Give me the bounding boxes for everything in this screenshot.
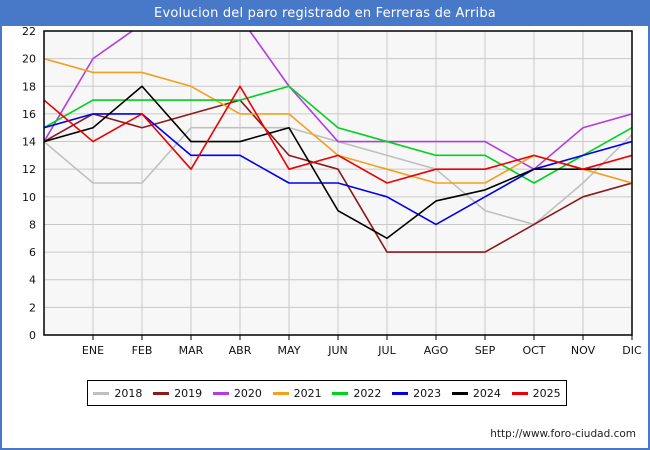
y-axis-tick-label: 14 bbox=[22, 136, 36, 149]
plot-area-wrapper: 0 2 4 6 8 10 12 14 16 18 20 22 ENE FEB MAR ABR MAY JUN JU… bbox=[2, 26, 648, 356]
window-title-bar: Evolucion del paro registrado en Ferrera… bbox=[2, 2, 648, 26]
legend-item-2023[interactable]: 2023 bbox=[392, 387, 441, 400]
x-axis-tick-label: NOV bbox=[571, 344, 596, 356]
series-line-2024 bbox=[44, 85, 632, 240]
legend-color-swatch-2020 bbox=[212, 391, 229, 395]
legend-item-2020[interactable]: 2020 bbox=[212, 386, 262, 400]
x-axis-tick-label: AGO bbox=[424, 344, 449, 356]
y-axis-tick-label: 18 bbox=[22, 80, 36, 93]
y-axis-tick-label: 8 bbox=[29, 218, 36, 231]
legend-label: 2022 bbox=[353, 386, 382, 400]
series-line-2022 bbox=[44, 85, 632, 184]
legend-label: 2021 bbox=[293, 386, 322, 400]
legend-label: 2018 bbox=[114, 386, 143, 400]
page-title: Evolucion del paro registrado en Ferrera… bbox=[154, 6, 496, 21]
y-axis-tick-label: 2 bbox=[29, 301, 36, 314]
series-line-2018 bbox=[44, 126, 632, 226]
y-axis-tick-label: 4 bbox=[29, 274, 36, 287]
legend-color-swatch-2025 bbox=[511, 391, 528, 395]
x-axis-tick-label: JUL bbox=[377, 344, 396, 356]
legend-color-swatch-2023 bbox=[392, 391, 409, 395]
watermark-url: http://www.foro-ciudad.com bbox=[490, 428, 636, 440]
data-series-layer bbox=[44, 31, 632, 253]
x-axis-tick-label: MAY bbox=[278, 344, 301, 356]
x-axis-tick-label: MAR bbox=[179, 344, 204, 356]
series-line-2023 bbox=[44, 113, 632, 226]
y-axis-tick-labels: 0 2 4 6 8 10 12 14 16 18 20 22 bbox=[22, 26, 36, 342]
legend-color-swatch-2022 bbox=[332, 391, 349, 395]
legend-label: 2019 bbox=[174, 386, 203, 400]
legend-item-2022[interactable]: 2022 bbox=[332, 387, 381, 400]
series-line-2019 bbox=[44, 99, 632, 253]
y-axis-tick-label: 12 bbox=[22, 163, 36, 176]
legend-color-swatch-2019 bbox=[153, 391, 170, 395]
axis-lines bbox=[43, 30, 633, 336]
x-axis-tick-label: ENE bbox=[82, 344, 104, 356]
x-axis-tick-label: FEB bbox=[132, 344, 153, 356]
y-axis-tick-label: 20 bbox=[22, 53, 36, 66]
legend-label: 2020 bbox=[233, 386, 262, 400]
x-axis-tick-label: JUN bbox=[327, 344, 348, 356]
y-axis-tick-label: 6 bbox=[29, 246, 36, 259]
legend-item-2024[interactable]: 2024 bbox=[451, 386, 501, 400]
chart-legend: 2018 2019 2020 2021 2022 2023 2024 2025 bbox=[87, 380, 567, 406]
x-axis-tick-label: SEP bbox=[475, 344, 496, 356]
legend-item-2025[interactable]: 2025 bbox=[511, 386, 561, 400]
x-axis-tick-label: OCT bbox=[522, 344, 545, 356]
legend-label: 2025 bbox=[532, 386, 561, 400]
legend-color-swatch-2018 bbox=[93, 391, 110, 395]
legend-item-2019[interactable]: 2019 bbox=[153, 387, 202, 400]
x-axis-tick-label: ABR bbox=[229, 344, 252, 356]
y-axis-tick-label: 16 bbox=[22, 108, 36, 121]
line-chart-svg: 0 2 4 6 8 10 12 14 16 18 20 22 ENE FEB MAR ABR MAY JUN JU… bbox=[22, 26, 642, 356]
legend-color-swatch-2024 bbox=[451, 391, 468, 395]
y-axis-tick-label: 22 bbox=[22, 26, 36, 38]
plot-frame bbox=[43, 30, 633, 336]
legend-item-2021[interactable]: 2021 bbox=[272, 386, 322, 400]
series-line-2025 bbox=[44, 85, 632, 184]
x-axis-tick-labels: ENE FEB MAR ABR MAY JUN JUL AGO SEP OCT NOV DIC bbox=[82, 344, 642, 356]
legend-color-swatch-2021 bbox=[272, 391, 289, 395]
legend-label: 2023 bbox=[413, 386, 442, 400]
x-axis-tick-label: DIC bbox=[622, 344, 642, 356]
series-line-2020 bbox=[44, 31, 632, 170]
legend-item-2018[interactable]: 2018 bbox=[93, 387, 142, 400]
legend-label: 2024 bbox=[472, 386, 501, 400]
y-axis-tick-label: 0 bbox=[29, 329, 36, 342]
y-axis-tick-label: 10 bbox=[22, 191, 36, 204]
